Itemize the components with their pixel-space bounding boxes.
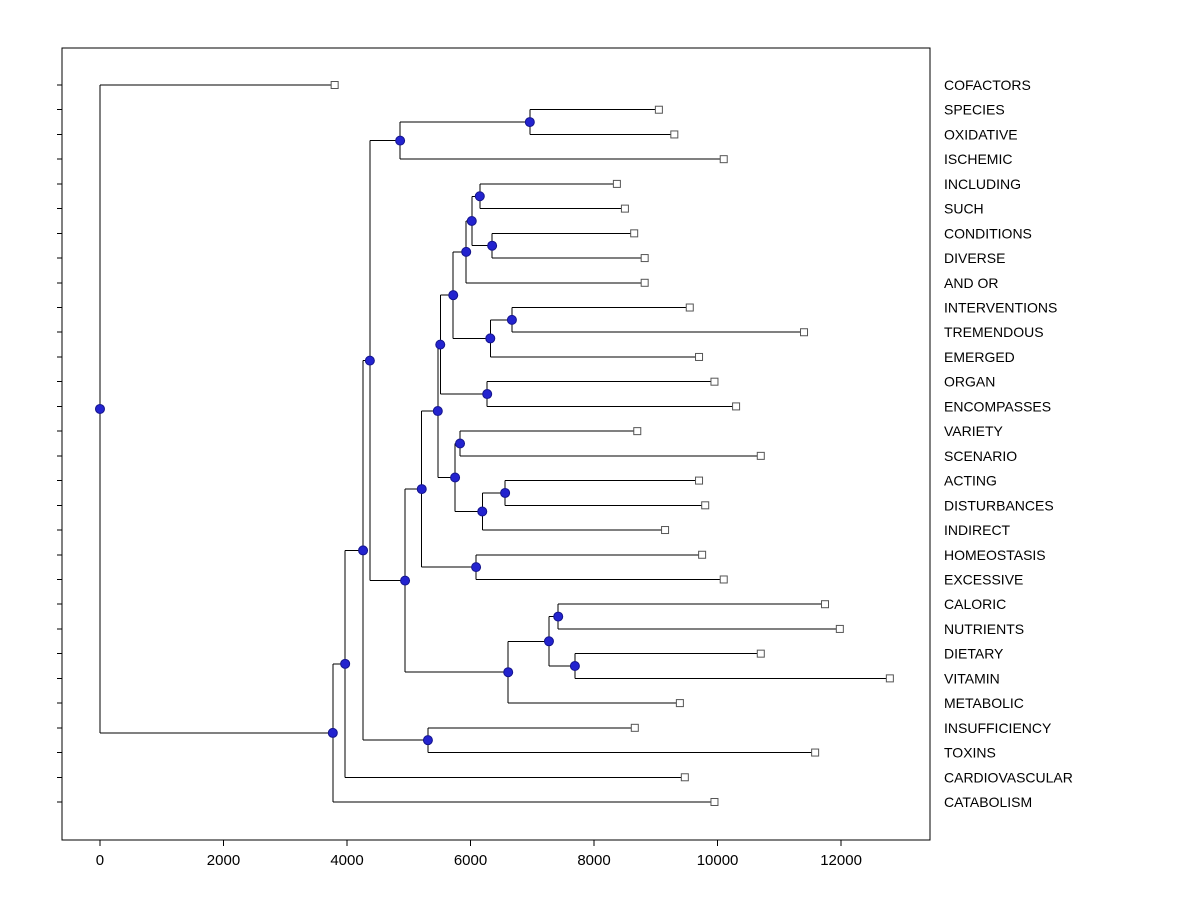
x-tick-label: 12000	[820, 852, 862, 869]
leaf-label: DISTURBANCES	[944, 497, 1054, 513]
leaf-tip-marker	[330, 81, 339, 89]
leaf-tip-marker	[675, 699, 684, 708]
leaf-tip-marker	[661, 526, 670, 535]
x-tick-label: 2000	[207, 852, 240, 869]
leaf-label: SPECIES	[944, 102, 1005, 118]
leaf-label: AND OR	[944, 275, 998, 291]
leaf-label: INSUFFICIENCY	[944, 720, 1052, 736]
leaf-tip-marker	[756, 649, 765, 658]
internal-node-marker	[487, 240, 498, 251]
internal-node-marker	[416, 484, 427, 495]
leaf-label: DIVERSE	[944, 250, 1005, 266]
leaf-label: OXIDATIVE	[944, 126, 1018, 142]
leaf-tip-marker	[654, 105, 663, 114]
internal-node-marker	[543, 636, 554, 647]
internal-node-marker	[503, 667, 514, 678]
leaf-tip-marker	[695, 352, 704, 361]
x-tick-label: 0	[96, 852, 104, 869]
internal-node-marker	[455, 438, 466, 449]
internal-node-marker	[553, 611, 564, 622]
internal-node-marker	[400, 575, 411, 586]
internal-node-marker	[358, 545, 369, 556]
leaf-tip-marker	[620, 204, 629, 213]
leaf-tip-marker	[612, 179, 621, 188]
leaf-tip-marker	[640, 278, 649, 287]
leaf-tip-marker	[698, 550, 707, 559]
internal-node-marker	[482, 389, 493, 400]
internal-node-marker	[364, 355, 375, 366]
x-tick-label: 4000	[330, 852, 363, 869]
leaf-tip-marker	[640, 254, 649, 263]
internal-node-marker	[466, 215, 477, 226]
leaf-label: CATABOLISM	[944, 794, 1032, 810]
leaf-label: CONDITIONS	[944, 225, 1032, 241]
leaf-tip-marker	[630, 229, 639, 238]
leaf-label: EXCESSIVE	[944, 571, 1023, 587]
internal-node-marker	[477, 506, 488, 517]
x-tick-label: 8000	[577, 852, 610, 869]
leaf-label: SUCH	[944, 201, 984, 217]
internal-node-marker	[500, 487, 511, 498]
leaf-label: INDIRECT	[944, 522, 1011, 538]
leaf-tip-marker	[821, 600, 830, 609]
leaf-label: DIETARY	[944, 646, 1004, 662]
leaf-tip-marker	[685, 303, 694, 312]
internal-node-marker	[471, 562, 482, 573]
leaf-tip-marker	[811, 748, 820, 757]
leaf-tip-marker	[680, 773, 689, 782]
internal-node-marker	[450, 472, 461, 483]
internal-node-marker	[435, 339, 446, 350]
x-tick-label: 10000	[697, 852, 739, 869]
leaf-tip-marker	[633, 427, 642, 436]
leaf-label: VARIETY	[944, 423, 1004, 439]
internal-node-marker	[485, 333, 496, 344]
leaf-label: COFACTORS	[944, 77, 1031, 93]
leaf-label: ACTING	[944, 473, 997, 489]
leaf-label: VITAMIN	[944, 670, 1000, 686]
leaf-tip-marker	[670, 130, 679, 139]
leaf-tip-marker	[732, 402, 741, 411]
internal-node-marker	[461, 246, 472, 257]
leaf-label: ISCHEMIC	[944, 151, 1012, 167]
leaf-tip-marker	[800, 328, 809, 337]
internal-node-marker	[422, 735, 433, 746]
leaf-tip-marker	[701, 501, 710, 510]
leaf-label: CARDIOVASCULAR	[944, 769, 1073, 785]
leaf-label: SCENARIO	[944, 448, 1017, 464]
leaf-label: INCLUDING	[944, 176, 1021, 192]
leaf-tip-marker	[756, 451, 765, 460]
leaf-label: NUTRIENTS	[944, 621, 1024, 637]
leaf-label: HOMEOSTASIS	[944, 547, 1046, 563]
internal-node-marker	[448, 290, 459, 301]
internal-node-marker	[395, 135, 406, 146]
leaf-tip-marker	[710, 797, 719, 806]
leaf-tip-marker	[885, 674, 894, 683]
internal-node-marker	[569, 661, 580, 672]
leaf-label: EMERGED	[944, 349, 1015, 365]
leaf-tip-marker	[719, 155, 728, 164]
internal-node-marker	[432, 406, 443, 417]
internal-node-marker	[94, 403, 105, 414]
leaf-tip-marker	[719, 575, 728, 584]
leaf-tip-marker	[710, 377, 719, 386]
leaf-label: METABOLIC	[944, 695, 1024, 711]
leaf-label: CALORIC	[944, 596, 1006, 612]
internal-node-marker	[474, 191, 485, 202]
leaf-label: ORGAN	[944, 374, 995, 390]
internal-node-marker	[524, 117, 535, 128]
internal-node-marker	[327, 727, 338, 738]
leaf-label: ENCOMPASSES	[944, 398, 1051, 414]
leaf-tip-marker	[835, 624, 844, 633]
internal-node-marker	[340, 658, 351, 669]
leaf-tip-marker	[630, 723, 639, 732]
x-tick-label: 6000	[454, 852, 487, 869]
plot-border	[61, 47, 931, 841]
internal-node-marker	[506, 314, 517, 325]
leaf-label: TOXINS	[944, 745, 996, 761]
leaf-tip-marker	[695, 476, 704, 485]
leaf-label: TREMENDOUS	[944, 324, 1044, 340]
leaf-label: INTERVENTIONS	[944, 300, 1057, 316]
